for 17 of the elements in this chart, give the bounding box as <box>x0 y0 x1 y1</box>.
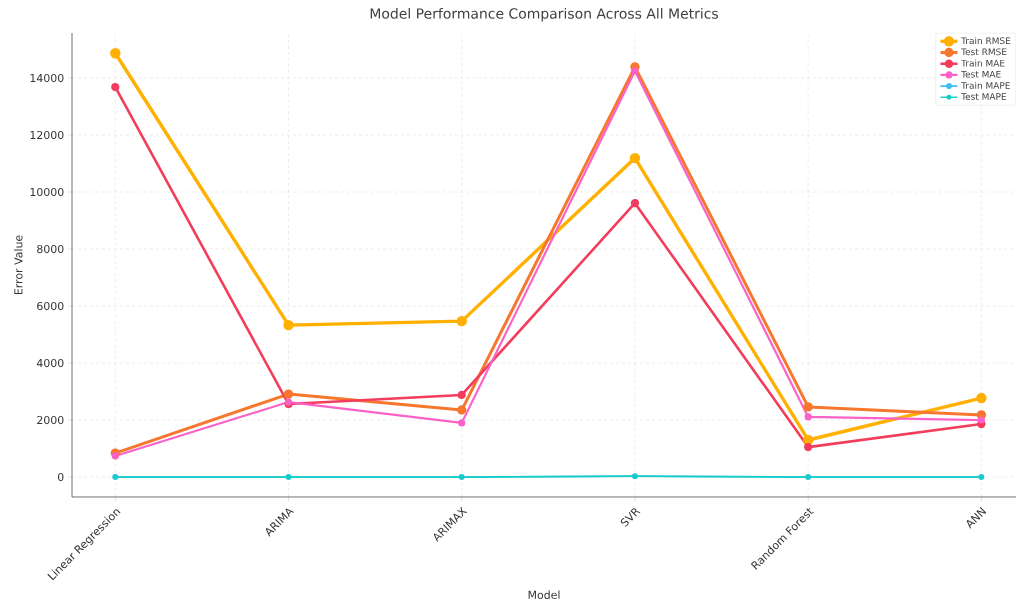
y-tick-label: 8000 <box>37 244 64 254</box>
y-tick-label: 0 <box>57 472 64 482</box>
legend-label: Test MAPE <box>961 93 1007 100</box>
y-tick-label: 4000 <box>36 358 64 368</box>
y-tick-label: 12000 <box>30 130 64 140</box>
y-tick-label: 14000 <box>30 73 64 83</box>
x-axis-title: Model <box>528 590 560 599</box>
legend-label: Test MAE <box>961 70 1001 78</box>
legend-label: Test RMSE <box>961 48 1007 56</box>
y-tick-label: 6000 <box>37 301 64 311</box>
y-tick-label: 2000 <box>37 415 64 425</box>
chart-title: Model Performance Comparison Across All Metrics <box>370 7 719 22</box>
y-tick-label: 10000 <box>30 187 64 197</box>
legend-label: Train MAE <box>961 59 1005 67</box>
y-axis-title: Error Value <box>14 235 23 295</box>
legend-label: Train RMSE <box>961 37 1011 45</box>
legend-label: Train MAPE <box>961 81 1010 89</box>
